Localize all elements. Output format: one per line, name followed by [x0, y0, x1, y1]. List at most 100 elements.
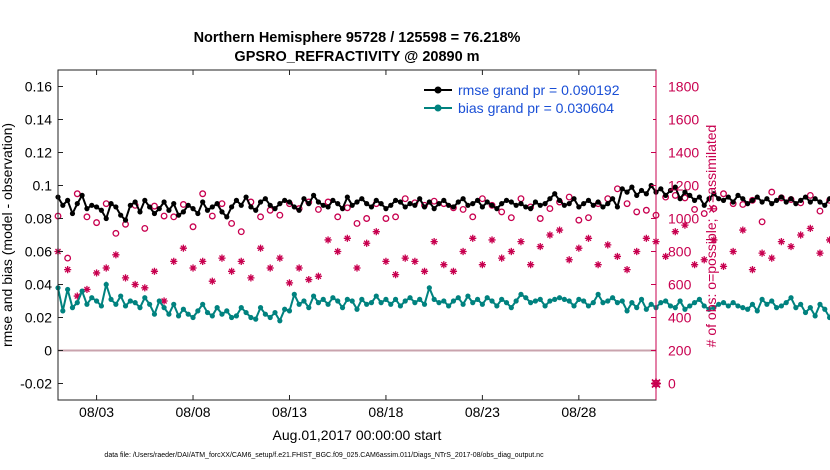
- assimilated-obs-point: [555, 226, 564, 234]
- bias-point: [161, 305, 167, 311]
- legend: rmse grand pr = 0.090192 bias grand pr =…: [418, 76, 653, 120]
- bias-point: [204, 309, 211, 316]
- rmse-point: [214, 201, 220, 207]
- possible-obs-point: [806, 191, 814, 199]
- rmse-point: [624, 189, 630, 195]
- rmse-point: [282, 197, 288, 203]
- rmse-point: [436, 201, 442, 207]
- assimilated-obs-point: [382, 257, 390, 265]
- bias-point: [257, 305, 264, 311]
- assimilated-obs-point: [64, 266, 72, 274]
- bias-point: [103, 281, 109, 288]
- rmse-point: [643, 191, 649, 197]
- rmse-point: [185, 202, 191, 208]
- assimilated-obs-point: [228, 267, 236, 275]
- rmse-point: [224, 214, 230, 220]
- legend-rmse-label: rmse grand pr = 0.090192: [458, 82, 620, 98]
- bias-point: [474, 296, 481, 302]
- assimilated-obs-point: [208, 277, 216, 285]
- bias-point: [730, 300, 736, 306]
- bias-point: [243, 309, 249, 316]
- rmse-point: [426, 199, 432, 205]
- assimilated-obs-point: [806, 224, 814, 232]
- rmse-point: [528, 206, 534, 212]
- bias-point: [282, 306, 288, 312]
- bias-point: [229, 314, 235, 321]
- possible-obs-point: [228, 219, 236, 227]
- bias-point: [518, 291, 524, 297]
- assimilated-obs-point: [83, 285, 91, 294]
- rmse-point: [98, 207, 105, 213]
- rmse-point: [209, 204, 215, 210]
- chart-title-line2: GPSRO_REFRACTIVITY @ 20890 m: [234, 49, 479, 65]
- bias-point: [696, 296, 703, 302]
- bias-point: [648, 301, 654, 307]
- bias-point: [272, 309, 278, 316]
- rmse-point: [200, 199, 206, 205]
- possible-obs-point: [642, 206, 650, 214]
- assimilated-obs-point: [478, 261, 486, 269]
- assimilated-obs-point: [546, 231, 554, 239]
- rmse-point: [349, 202, 355, 208]
- rmse-point: [402, 204, 408, 210]
- possible-obs-point: [565, 193, 573, 201]
- possible-obs-point: [700, 210, 708, 217]
- left-y-tick-label: 0.12: [25, 145, 52, 161]
- bias-point: [629, 300, 635, 306]
- rmse-point: [69, 210, 76, 217]
- rmse-point: [508, 199, 514, 205]
- bias-point: [465, 293, 471, 299]
- assimilated-obs-point: [613, 252, 622, 261]
- assimilated-obs-point: [430, 238, 438, 246]
- bias-point: [494, 303, 500, 309]
- assimilated-obs-point: [237, 257, 245, 265]
- rmse-point: [195, 210, 201, 217]
- rmse-point: [532, 199, 539, 205]
- rmse-point: [609, 196, 616, 202]
- assimilated-obs-point: [777, 238, 785, 246]
- rmse-point: [296, 207, 302, 213]
- bias-point: [682, 306, 688, 312]
- legend-bias-label: bias grand pr = 0.030604: [458, 100, 614, 116]
- rmse-point: [431, 206, 437, 212]
- right-y-tick-label: 1200: [668, 178, 699, 194]
- rmse-point: [547, 196, 553, 202]
- rmse-point: [740, 196, 746, 202]
- rmse-point: [291, 204, 297, 210]
- rmse-point: [706, 196, 712, 202]
- assimilated-obs-point: [517, 238, 525, 246]
- rmse-point: [793, 201, 799, 207]
- bias-point: [291, 291, 297, 297]
- bias-point: [581, 298, 587, 304]
- rmse-point: [368, 204, 375, 210]
- bias-point: [735, 303, 741, 309]
- bias-point: [214, 305, 220, 311]
- rmse-point: [658, 186, 664, 192]
- assimilated-obs-point: [440, 261, 448, 269]
- bias-point: [368, 300, 375, 306]
- possible-obs-point: [170, 213, 178, 221]
- rmse-point: [89, 202, 95, 208]
- bias-point: [364, 301, 370, 307]
- rmse-point: [262, 196, 268, 202]
- rmse-point: [137, 209, 143, 215]
- assimilated-obs-point: [459, 247, 467, 256]
- assimilated-obs-point: [170, 257, 178, 265]
- rmse-point: [754, 194, 760, 200]
- rmse-point: [286, 199, 293, 205]
- rmse-point: [238, 202, 244, 208]
- bias-point: [643, 306, 649, 312]
- assimilated-obs-point: [218, 254, 226, 262]
- rmse-point: [74, 201, 80, 207]
- possible-obs-point: [401, 195, 409, 203]
- right-y-tick-label: 800: [668, 244, 692, 260]
- rmse-point: [388, 202, 394, 208]
- bias-point: [89, 295, 95, 301]
- bias-point: [590, 300, 596, 306]
- assimilated-obs-point: [112, 251, 120, 259]
- rmse-point: [749, 197, 756, 203]
- bias-point: [238, 305, 244, 311]
- assimilated-obs-point: [536, 242, 544, 251]
- bias-point: [556, 295, 563, 301]
- rmse-point: [378, 201, 384, 207]
